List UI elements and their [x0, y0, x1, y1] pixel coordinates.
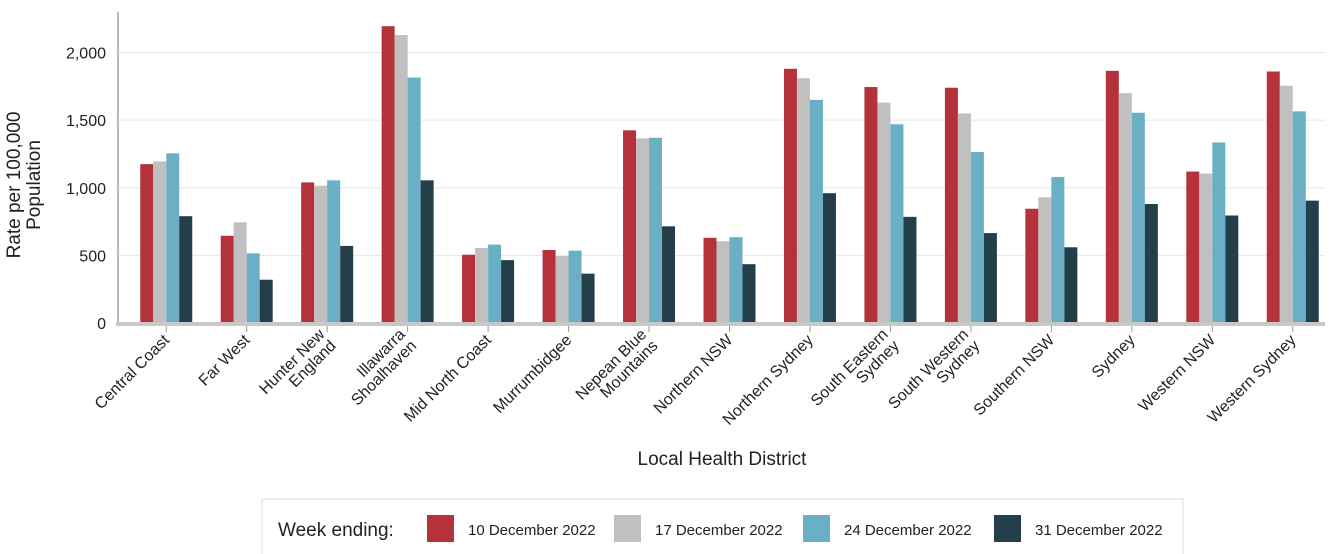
x-tick-label: Central Coast [92, 331, 174, 413]
bar [877, 102, 891, 324]
bar [314, 185, 328, 323]
bar [475, 247, 489, 323]
x-tick-label: South WesternSydney [885, 326, 983, 424]
bar [822, 193, 836, 323]
bar [462, 254, 476, 323]
y-tick-label: 1,000 [66, 181, 106, 198]
bar [420, 180, 434, 323]
bar [246, 253, 260, 323]
bar [166, 153, 180, 323]
bar [944, 87, 958, 323]
bar [1279, 85, 1293, 323]
bar [903, 216, 917, 323]
x-tick-label: Northern NSW [651, 331, 737, 417]
y-tick-label: 500 [79, 248, 106, 265]
x-tick-label: IllawarraShoalhaven [337, 326, 420, 409]
bar [703, 237, 717, 323]
bar [742, 264, 756, 323]
bar [179, 216, 193, 323]
bar [233, 222, 247, 323]
bar [581, 273, 595, 323]
bar [381, 26, 395, 324]
bar [1266, 71, 1280, 323]
bar [259, 279, 273, 323]
bar [1225, 215, 1239, 323]
x-axis-title: Local Health District [638, 449, 808, 470]
legend-swatch [994, 515, 1021, 542]
bar [501, 260, 515, 323]
legend-swatch [427, 515, 454, 542]
bar [1025, 208, 1039, 323]
x-tick-label: Sydney [1089, 332, 1139, 382]
x-tick-label: Southern NSW [971, 331, 1059, 419]
y-tick-label: 1,500 [66, 113, 106, 130]
bar [1118, 93, 1132, 323]
bar [1199, 173, 1213, 323]
legend-title: Week ending: [278, 520, 394, 541]
legend-label: 17 December 2022 [655, 522, 783, 539]
bar [568, 250, 582, 323]
legend-swatch [803, 515, 830, 542]
bar [1038, 197, 1052, 323]
bar [783, 68, 797, 323]
bar [542, 249, 556, 323]
bar [983, 233, 997, 323]
x-tick-label: Murrumbidgee [490, 332, 575, 417]
bar [623, 130, 637, 323]
x-tick-label: Nepean BlueMountains [573, 326, 662, 415]
bar [327, 180, 341, 323]
bar [1064, 247, 1078, 323]
bar [970, 151, 984, 323]
bar [662, 226, 676, 323]
bar [407, 77, 421, 323]
legend-swatch [614, 515, 641, 542]
bar [890, 124, 904, 323]
bar [1144, 204, 1158, 323]
y-tick-label: 2,000 [66, 46, 106, 63]
x-tick-label: Western Sydney [1205, 332, 1300, 427]
bar [555, 256, 569, 323]
bar [729, 237, 743, 323]
bar [796, 78, 810, 323]
legend-box [261, 498, 1184, 554]
bar [488, 244, 502, 323]
bar [140, 164, 154, 323]
bar [809, 99, 823, 324]
bar [153, 161, 167, 323]
x-tick-label: Far West [196, 331, 254, 389]
y-tick-label: 0 [97, 316, 106, 333]
x-tick-label: Hunter NewEngland [257, 326, 340, 409]
bar [864, 87, 878, 323]
bar [301, 182, 315, 323]
bar [716, 241, 730, 323]
legend-label: 24 December 2022 [844, 522, 972, 539]
bar [1186, 171, 1200, 323]
bar [394, 34, 408, 323]
bar [1305, 200, 1319, 323]
bar [1105, 70, 1119, 323]
legend-label: 31 December 2022 [1035, 522, 1163, 539]
x-tick-label: Western NSW [1136, 331, 1220, 415]
bar [1292, 111, 1306, 323]
bar [636, 138, 650, 323]
bar [1212, 142, 1226, 323]
bar [1131, 112, 1145, 323]
bar [220, 235, 234, 323]
bar [1051, 176, 1065, 323]
x-tick-label: Northern Sydney [720, 332, 817, 429]
legend-label: 10 December 2022 [468, 522, 596, 539]
bar [957, 113, 971, 323]
bar [340, 245, 354, 323]
bar [649, 137, 663, 323]
x-tick-label: South EasternSydney [808, 326, 903, 421]
y-axis-title: Rate per 100,000Population [4, 112, 45, 259]
